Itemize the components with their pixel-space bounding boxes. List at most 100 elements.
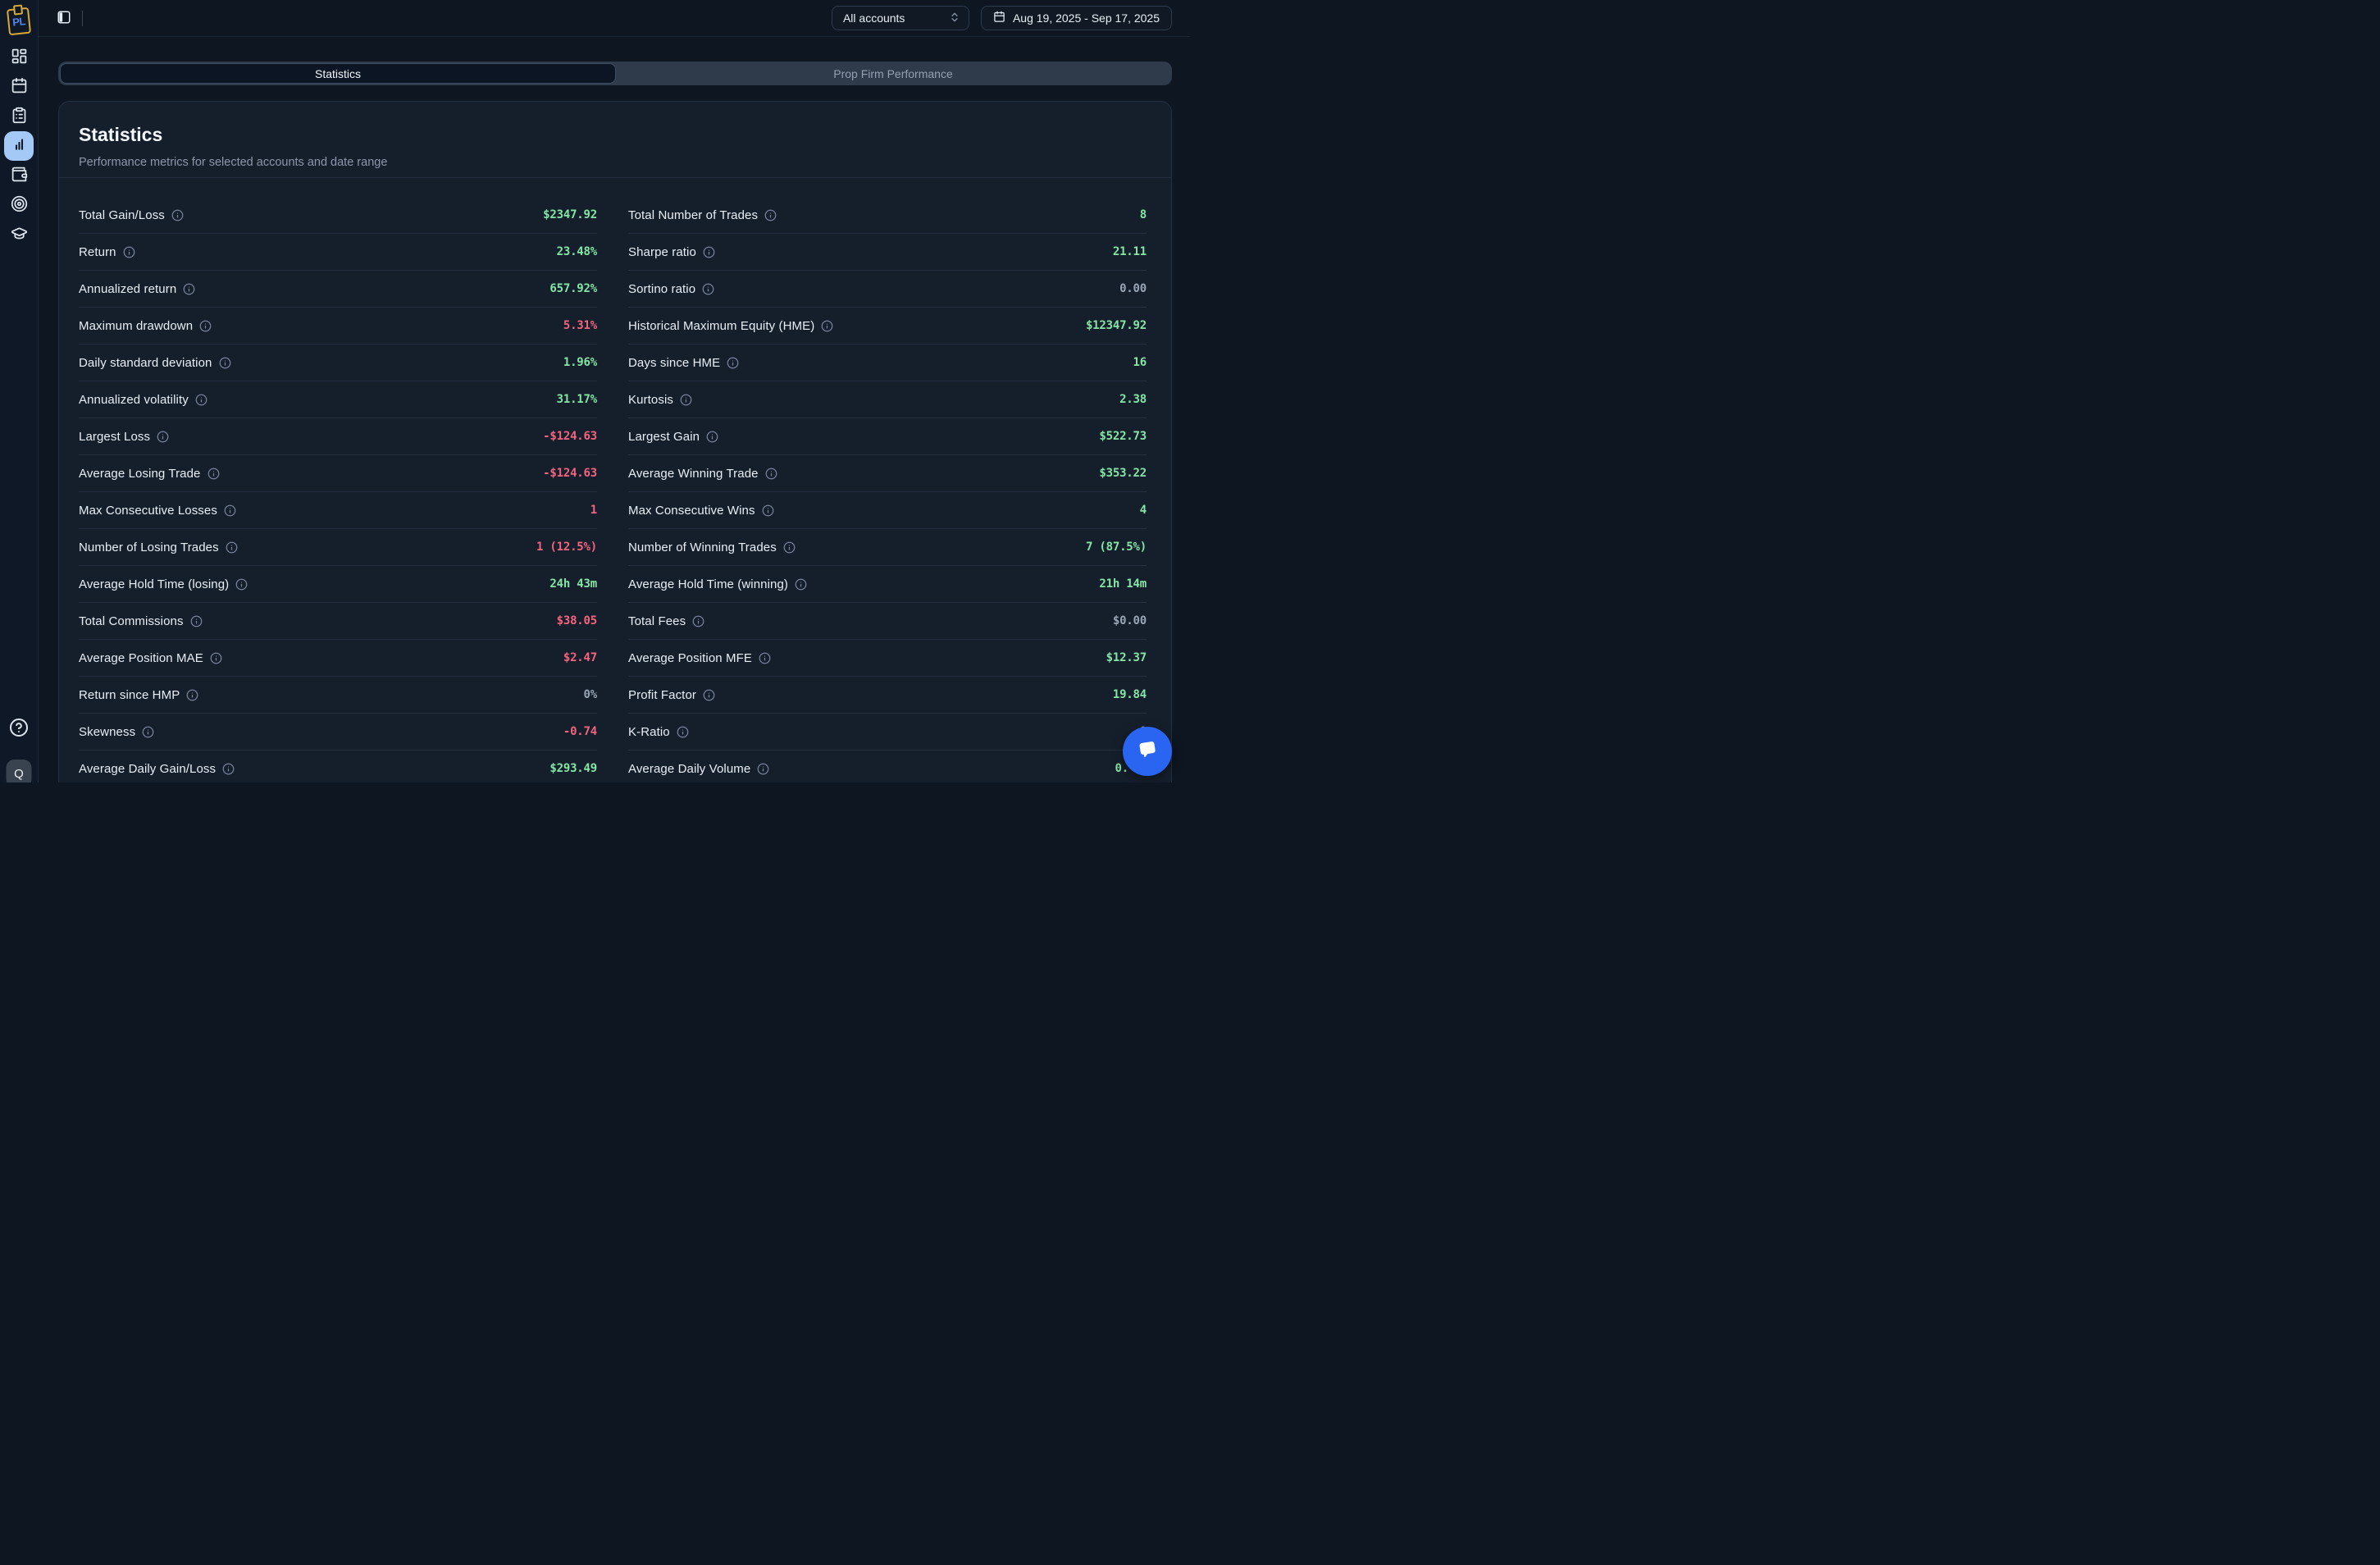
stat-value: 657.92% [549,282,597,295]
target-icon [11,195,28,215]
info-icon[interactable] [199,320,212,332]
stat-row: Largest Loss -$124.63 [79,418,597,455]
info-icon[interactable] [207,468,220,480]
info-icon[interactable] [190,615,203,627]
info-icon[interactable] [703,246,715,258]
info-icon[interactable] [157,431,169,443]
stat-value: 0.00 [1119,282,1147,295]
stat-label: Average Daily Gain/Loss [79,761,217,776]
stat-value: 23.48% [556,245,598,258]
sidebar-item-accounts[interactable] [7,163,31,188]
info-icon[interactable] [224,504,236,517]
stat-value: $293.49 [549,762,597,775]
page-subtitle: Performance metrics for selected account… [79,156,388,169]
sidebar-item-statistics[interactable] [4,131,34,161]
layout-dashboard-icon [11,48,28,67]
app-window: PL [0,0,1190,782]
info-icon[interactable] [171,209,184,221]
stat-value: 24h 43m [549,577,597,591]
date-range-button[interactable]: Aug 19, 2025 - Sep 17, 2025 [980,6,1172,30]
chat-launcher-button[interactable] [1123,727,1172,776]
info-icon[interactable] [764,209,777,221]
stat-row: Average Daily Gain/Loss $293.49 [79,751,597,782]
info-icon[interactable] [123,246,135,258]
app-logo[interactable]: PL [6,7,32,36]
info-icon[interactable] [186,689,198,701]
info-icon[interactable] [703,689,715,701]
info-icon[interactable] [183,283,195,295]
info-icon[interactable] [210,652,222,664]
info-icon[interactable] [759,652,771,664]
info-icon[interactable] [727,357,739,369]
stat-row: Number of Winning Trades 7 (87.5%) [628,529,1147,566]
graduation-cap-icon [11,225,28,244]
stat-row: Average Hold Time (winning) 21h 14m [628,566,1147,603]
stat-value: 0% [583,688,598,701]
user-avatar[interactable]: Q [6,760,32,782]
stat-value: 21.11 [1112,245,1147,258]
tab-statistics[interactable]: Statistics [60,63,616,84]
info-icon[interactable] [195,394,207,406]
stat-label: Average Position MAE [79,650,203,665]
stat-label: Total Fees [628,614,686,628]
stat-row: K-Ratio 0 [628,714,1147,751]
stat-value: 1 [590,504,597,517]
info-icon[interactable] [757,763,769,775]
stat-label: Average Hold Time (losing) [79,577,230,591]
info-icon[interactable] [235,578,248,591]
info-icon[interactable] [795,578,807,591]
sidebar-item-dashboard[interactable] [7,45,31,70]
stat-row: Annualized return 657.92% [79,271,597,308]
stat-label: Kurtosis [628,392,673,407]
stat-row: Total Number of Trades 8 [628,197,1147,234]
tab-prop-firm-performance[interactable]: Prop Firm Performance [616,63,1170,84]
stat-label: Average Losing Trade [79,466,201,481]
stat-value: 21h 14m [1099,577,1147,591]
info-icon[interactable] [226,541,238,554]
stat-label: Sortino ratio [628,281,696,296]
info-icon[interactable] [222,763,235,775]
sidebar-item-calendar[interactable] [7,75,31,99]
chevrons-up-down-icon [949,11,960,25]
stat-label: Average Position MFE [628,650,752,665]
help-button[interactable] [9,718,29,740]
stat-row: Kurtosis 2.38 [628,381,1147,418]
stat-label: Max Consecutive Losses [79,503,217,518]
info-icon[interactable] [702,283,714,295]
sidebar-item-education[interactable] [7,222,31,247]
stat-label: Annualized return [79,281,177,296]
info-icon[interactable] [783,541,796,554]
info-icon[interactable] [680,394,692,406]
stat-label: Return since HMP [79,687,180,702]
bar-chart-icon [11,136,28,156]
stat-label: K-Ratio [628,724,670,739]
stat-row: Sharpe ratio 21.11 [628,234,1147,271]
info-icon[interactable] [821,320,833,332]
sidebar-item-journal[interactable] [7,104,31,129]
info-icon[interactable] [692,615,704,627]
stats-column-right: Total Number of Trades 8 Sharpe ratio 21… [628,197,1147,782]
stat-value: -$124.63 [543,467,597,480]
info-icon[interactable] [765,468,777,480]
app-logo-text: PL [11,14,26,29]
info-icon[interactable] [762,504,774,517]
stat-value: $353.22 [1099,467,1147,480]
topbar-divider [82,10,83,26]
stat-row: Annualized volatility 31.17% [79,381,597,418]
info-icon[interactable] [219,357,231,369]
stat-row: Maximum drawdown 5.31% [79,308,597,344]
sidebar-toggle-button[interactable] [57,10,71,27]
info-icon[interactable] [677,726,689,738]
stat-label: Total Gain/Loss [79,208,165,222]
stat-row: Daily standard deviation 1.96% [79,344,597,381]
sidebar-item-goals[interactable] [7,193,31,217]
stat-row: Number of Losing Trades 1 (12.5%) [79,529,597,566]
stat-value: 8 [1139,208,1147,221]
stat-row: Return since HMP 0% [79,677,597,714]
stat-value: 7 (87.5%) [1085,541,1147,554]
info-icon[interactable] [706,431,718,443]
stat-value: 19.84 [1112,688,1147,701]
stat-value: $2.47 [563,651,597,664]
account-select[interactable]: All accounts [831,6,969,30]
info-icon[interactable] [142,726,154,738]
